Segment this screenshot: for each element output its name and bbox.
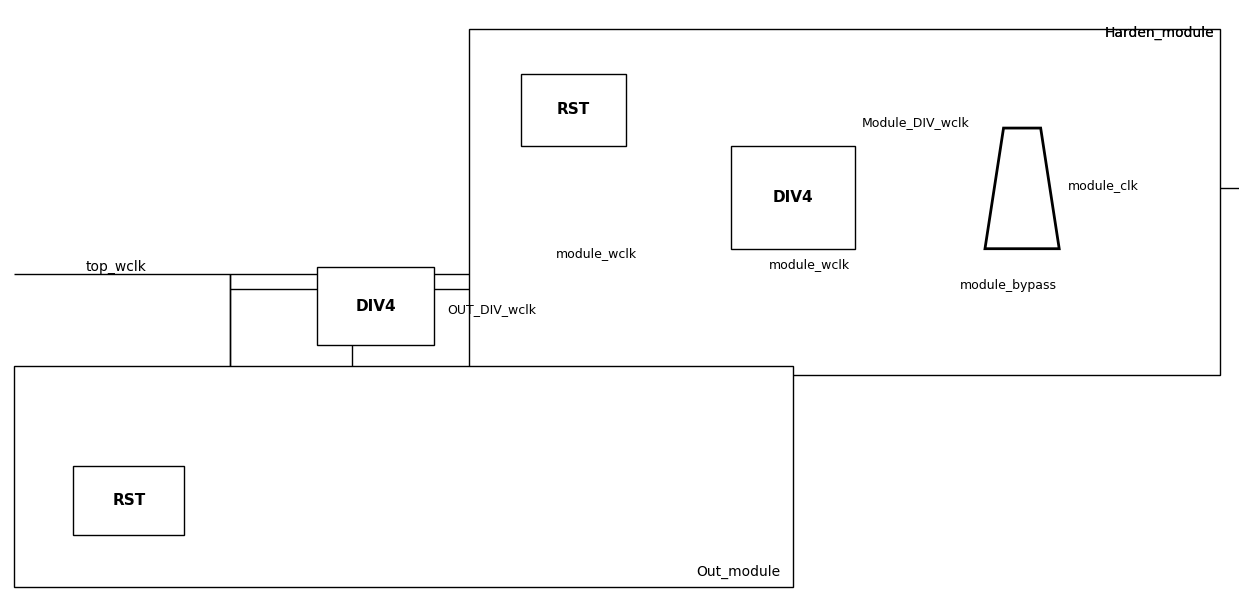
- Text: top_wclk: top_wclk: [86, 260, 146, 274]
- Text: Module_DIV_wclk: Module_DIV_wclk: [862, 116, 968, 129]
- Text: Harden_module: Harden_module: [1105, 25, 1214, 39]
- Bar: [14, 367, 794, 587]
- Text: OUT_DIV_wclk: OUT_DIV_wclk: [446, 302, 536, 316]
- Text: module_bypass: module_bypass: [960, 279, 1058, 292]
- Text: module_wclk: module_wclk: [769, 258, 849, 271]
- Bar: [732, 146, 856, 248]
- Text: Harden_module: Harden_module: [1105, 25, 1214, 39]
- Text: RST: RST: [557, 102, 590, 118]
- Text: DIV4: DIV4: [356, 299, 396, 313]
- Bar: [469, 28, 1220, 375]
- Text: Out_module: Out_module: [697, 565, 781, 579]
- Bar: [317, 267, 434, 345]
- Text: module_clk: module_clk: [1068, 179, 1138, 192]
- Bar: [521, 74, 626, 146]
- Text: DIV4: DIV4: [773, 190, 813, 205]
- Bar: [73, 466, 185, 535]
- Polygon shape: [985, 128, 1059, 248]
- Text: RST: RST: [112, 493, 145, 508]
- Text: module_wclk: module_wclk: [556, 247, 637, 259]
